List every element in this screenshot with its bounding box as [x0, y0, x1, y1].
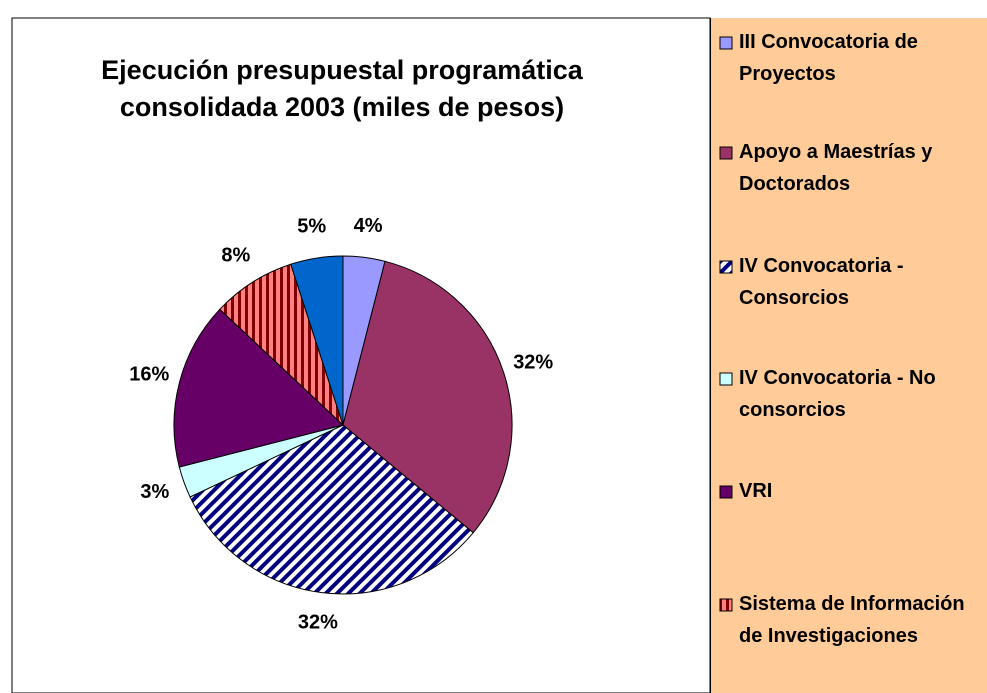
legend-marker	[719, 485, 733, 499]
pie-slice	[342, 260, 513, 534]
data-label: 4%	[354, 215, 383, 237]
pie-slice	[290, 255, 344, 426]
legend-label: Sistema de Información de Investigacione…	[739, 593, 965, 647]
legend-label: III Convocatoria de Proyectos	[739, 31, 918, 85]
legend-item: IV Convocatoria - No consorcios	[719, 362, 987, 426]
legend-swatch	[719, 260, 733, 274]
legend-item: IV Convocatoria - Consorcios	[719, 250, 987, 314]
legend-swatch	[719, 36, 733, 50]
legend-item: VRI	[719, 475, 987, 507]
data-label: 32%	[513, 351, 553, 373]
legend-label: IV Convocatoria - No consorcios	[739, 367, 936, 421]
legend-item: Sistema de Información de Investigacione…	[719, 588, 987, 652]
legend-item: III Convocatoria de Proyectos	[719, 26, 987, 90]
legend-swatch	[719, 598, 733, 612]
pie-slice	[173, 308, 345, 468]
legend-label: VRI	[739, 480, 773, 502]
data-label: 3%	[140, 481, 169, 503]
data-label: 32%	[298, 612, 338, 634]
legend: III Convocatoria de Proyectos Apoyo a Mae…	[710, 18, 987, 693]
legend-label: Apoyo a Maestrías y Doctorados	[739, 141, 933, 195]
legend-marker	[719, 36, 733, 50]
data-label: 5%	[297, 216, 326, 238]
data-label: 8%	[221, 244, 250, 266]
legend-marker	[719, 260, 733, 274]
legend-swatch	[719, 485, 733, 499]
data-label: 16%	[129, 364, 169, 386]
pie-slice	[189, 424, 474, 595]
legend-marker	[719, 146, 733, 160]
legend-swatch	[719, 146, 733, 160]
legend-label: IV Convocatoria - Consorcios	[739, 255, 904, 309]
legend-swatch	[719, 372, 733, 386]
legend-marker	[719, 598, 733, 612]
chart-title: Ejecución presupuestal programática cons…	[101, 55, 583, 122]
legend-marker	[719, 372, 733, 386]
legend-item: Apoyo a Maestrías y Doctorados	[719, 136, 987, 200]
